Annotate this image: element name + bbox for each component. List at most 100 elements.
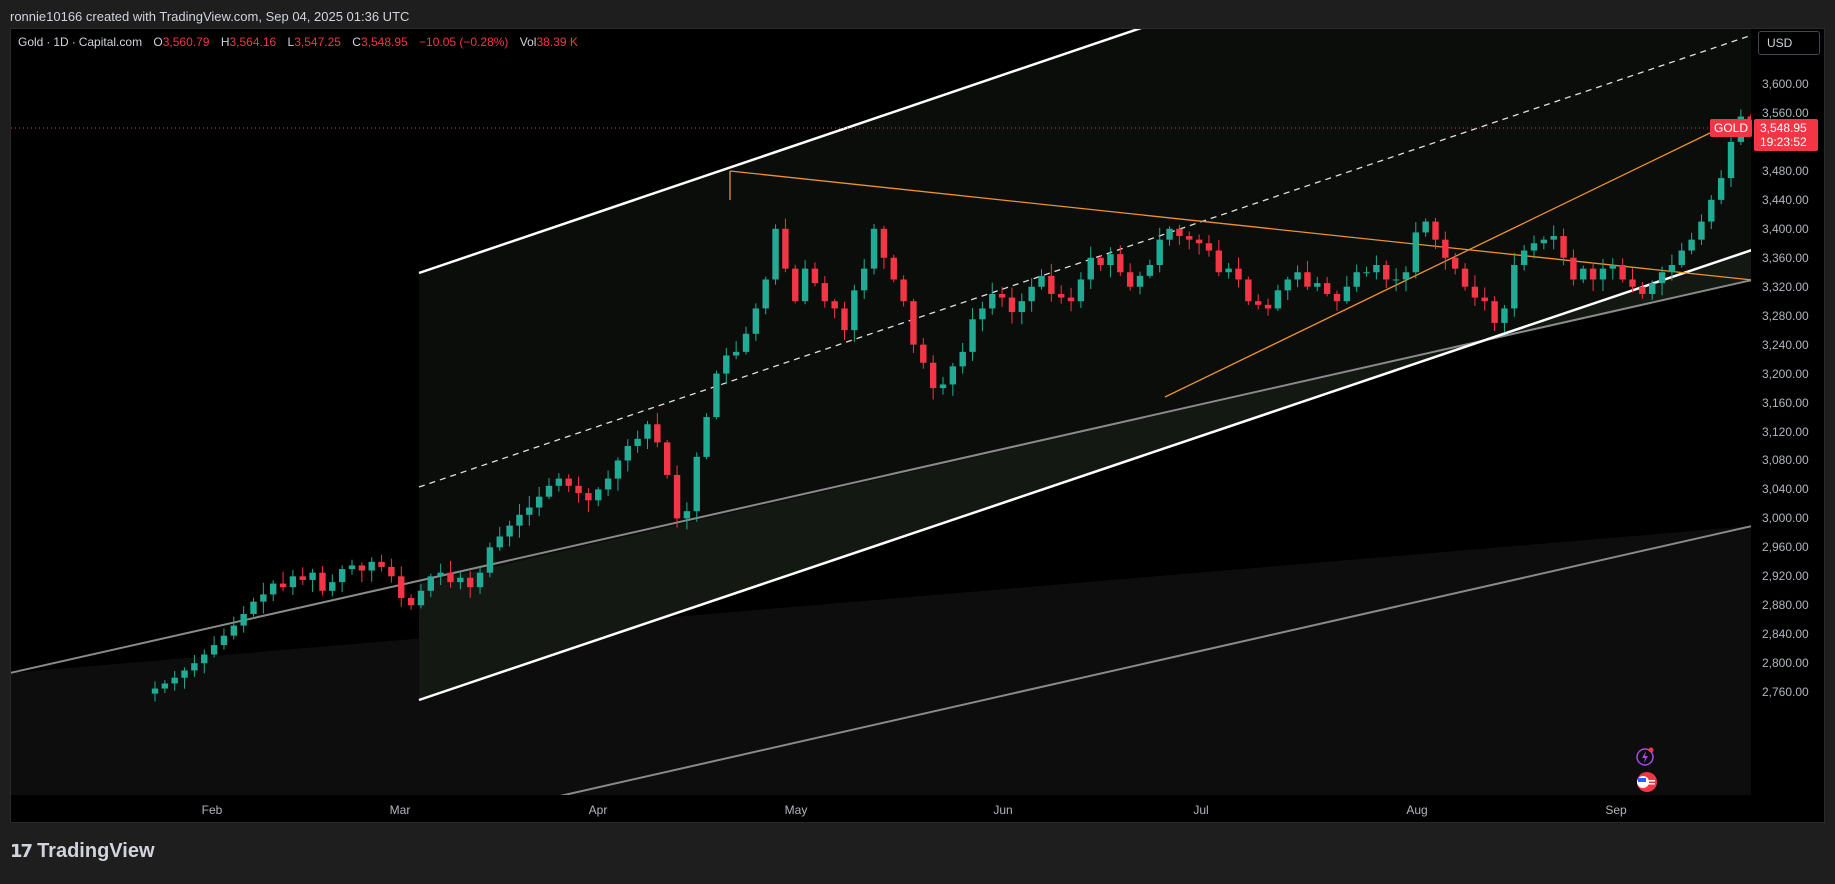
candle bbox=[457, 571, 464, 590]
symbol-legend: Gold · 1D · Capital.com O3,560.79 H3,564.16 … bbox=[18, 35, 578, 49]
candle bbox=[870, 223, 878, 275]
candle bbox=[171, 671, 178, 691]
candle-body bbox=[979, 308, 986, 320]
candle-body bbox=[289, 576, 297, 588]
candle-body bbox=[1383, 265, 1390, 280]
candle-body bbox=[1599, 268, 1607, 280]
candle-body bbox=[585, 493, 592, 501]
candle-body bbox=[890, 257, 897, 280]
gray-channel-lower-line bbox=[559, 525, 1751, 795]
price-tick-label: 3,360.00 bbox=[1762, 250, 1809, 265]
candle bbox=[1107, 247, 1114, 278]
candle bbox=[1117, 245, 1124, 276]
candle-body bbox=[329, 582, 336, 591]
legend-symbol[interactable]: Gold bbox=[18, 35, 44, 49]
candle-body bbox=[880, 228, 888, 258]
candle bbox=[1727, 133, 1735, 187]
candle-body bbox=[742, 333, 750, 352]
candle bbox=[624, 439, 631, 472]
candle bbox=[762, 276, 769, 315]
candle-body bbox=[1176, 228, 1183, 237]
candle-body bbox=[338, 569, 346, 583]
candle bbox=[664, 439, 671, 479]
price-tick-label: 2,880.00 bbox=[1762, 598, 1809, 613]
legend-vol-value: 38.39 K bbox=[536, 35, 578, 49]
candle-body bbox=[1639, 286, 1646, 294]
candle-body bbox=[762, 279, 769, 309]
candle bbox=[683, 502, 691, 530]
candle-body bbox=[614, 460, 622, 479]
candle bbox=[880, 225, 888, 269]
last-price-tag: 3,548.95 19:23:52 bbox=[1754, 119, 1818, 151]
chart-icons bbox=[1635, 745, 1667, 798]
candle-body bbox=[309, 572, 316, 580]
currency-selector[interactable]: USD bbox=[1758, 31, 1820, 55]
candle bbox=[476, 565, 484, 594]
candle-body bbox=[1678, 250, 1685, 265]
candle bbox=[329, 574, 336, 597]
candle bbox=[299, 567, 306, 585]
candle bbox=[713, 370, 720, 420]
candle bbox=[1018, 293, 1025, 325]
candle-body bbox=[782, 228, 789, 269]
price-axis[interactable]: 3,600.003,560.003,520.003,480.003,440.00… bbox=[1752, 60, 1822, 795]
candle-body bbox=[1186, 236, 1193, 240]
candle bbox=[161, 680, 169, 694]
candle bbox=[1688, 232, 1695, 255]
candle bbox=[1717, 170, 1725, 205]
candle-body bbox=[851, 290, 858, 331]
legend-change-value: −10.05 (−0.28%) bbox=[419, 35, 509, 49]
candle-body bbox=[673, 474, 681, 519]
candle bbox=[1235, 257, 1242, 288]
candle-body bbox=[270, 583, 277, 595]
candle bbox=[1422, 218, 1429, 237]
candle-body bbox=[1087, 257, 1094, 280]
candle bbox=[1501, 304, 1508, 333]
candle-body bbox=[358, 565, 366, 571]
candle-body bbox=[1708, 199, 1715, 222]
candle-body bbox=[467, 577, 474, 588]
candle-body bbox=[506, 525, 513, 537]
candle-body bbox=[1520, 250, 1528, 265]
candle bbox=[1304, 260, 1311, 290]
lightning-icon[interactable] bbox=[1636, 747, 1654, 766]
candle-body bbox=[516, 514, 523, 526]
candle bbox=[654, 413, 661, 448]
candle bbox=[1550, 225, 1557, 250]
candle bbox=[723, 347, 730, 385]
candle bbox=[496, 526, 503, 551]
legend-high-label: H bbox=[220, 35, 230, 49]
candle-body bbox=[595, 489, 602, 501]
candle bbox=[1087, 246, 1094, 289]
candle bbox=[486, 542, 494, 578]
candle-body bbox=[1166, 228, 1173, 240]
candle-body bbox=[1126, 272, 1134, 287]
candle-body bbox=[801, 268, 809, 302]
candle-body bbox=[713, 373, 720, 418]
candle bbox=[673, 465, 681, 528]
candle bbox=[191, 655, 198, 677]
candle-body bbox=[161, 683, 169, 689]
candle bbox=[1323, 276, 1331, 297]
candle-body bbox=[1392, 279, 1400, 281]
candle-body bbox=[604, 478, 612, 490]
candle bbox=[1491, 296, 1498, 332]
header-bar: ronnie10166 created with TradingView.com… bbox=[0, 0, 1835, 28]
candle bbox=[279, 571, 287, 592]
candle bbox=[644, 420, 651, 449]
candle bbox=[1363, 266, 1370, 277]
legend-interval[interactable]: 1D bbox=[53, 35, 69, 49]
candle-body bbox=[457, 577, 464, 583]
price-tick-label: 3,240.00 bbox=[1762, 337, 1809, 352]
candle bbox=[348, 559, 356, 575]
price-tick-label: 3,000.00 bbox=[1762, 511, 1809, 526]
candle bbox=[1343, 275, 1351, 304]
gray-channel-upper-line bbox=[11, 279, 1751, 674]
us-flag-icon[interactable] bbox=[1637, 772, 1657, 792]
candle bbox=[1225, 262, 1232, 279]
candle bbox=[1471, 275, 1479, 307]
time-tick-label: Aug bbox=[1406, 803, 1428, 817]
candle bbox=[634, 430, 641, 453]
candle-body bbox=[1688, 239, 1695, 251]
